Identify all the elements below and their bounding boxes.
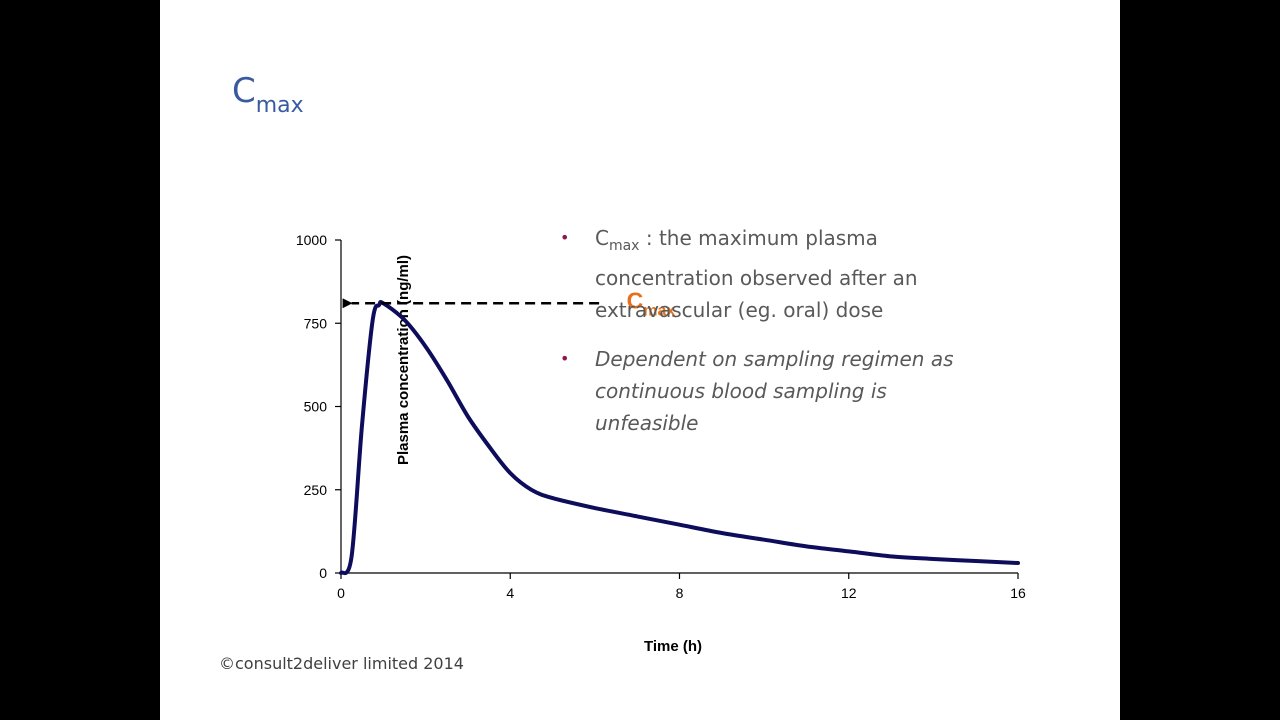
bullet-lead-subscript: max [608,238,640,254]
y-tick-label: 0 [319,565,327,581]
pk-chart: 0 250 500 750 1000 0 4 8 12 16 Plasma concentrati… [296,232,1026,655]
x-tick-label: 16 [1010,585,1026,601]
y-tick-label: 500 [304,399,328,415]
x-axis-title: Time (h) [644,638,702,655]
bullet-item-cmax-definition: • Cmax : the maximum plasma concentratio… [558,222,958,326]
y-tick-label: 750 [304,315,328,331]
bullet-body: : the maximum plasma concentration obser… [595,226,918,322]
bullet-dot-icon: • [560,349,570,368]
slide: Cmax 0 250 500 750 1000 0 4 8 12 16 Plasma concen… [160,0,1120,720]
x-tick-label: 8 [676,585,684,601]
bullet-lead: C [595,226,609,250]
slide-title-subscript: max [255,93,304,118]
bullet-item-sampling: • Dependent on sampling regimen as conti… [558,343,958,439]
slide-title-main: C [232,71,256,111]
y-tick-label: 250 [304,482,328,498]
cmax-annotation-main: C [627,287,644,313]
slide-title: Cmax [232,74,304,117]
x-tick-label: 12 [841,585,857,601]
bullet-text: Cmax : the maximum plasma concentration … [595,226,918,322]
copyright-notice: ©consult2deliver limited 2014 [219,654,464,673]
cmax-annotation: Cmax [627,287,676,319]
y-tick-label: 1000 [296,232,327,248]
bullet-dot-icon: • [560,228,570,247]
chart-ticks: 0 250 500 750 1000 0 4 8 12 16 [296,232,1026,601]
bullet-list: • Cmax : the maximum plasma concentratio… [558,222,958,456]
concentration-curve [339,299,1020,576]
bullet-text: Dependent on sampling regimen as continu… [595,347,954,435]
x-tick-label: 4 [506,585,514,601]
x-tick-label: 0 [337,585,345,601]
y-axis-title: Plasma concentration (ng/ml) [395,255,412,465]
cmax-annotation-subscript: max [643,302,675,319]
